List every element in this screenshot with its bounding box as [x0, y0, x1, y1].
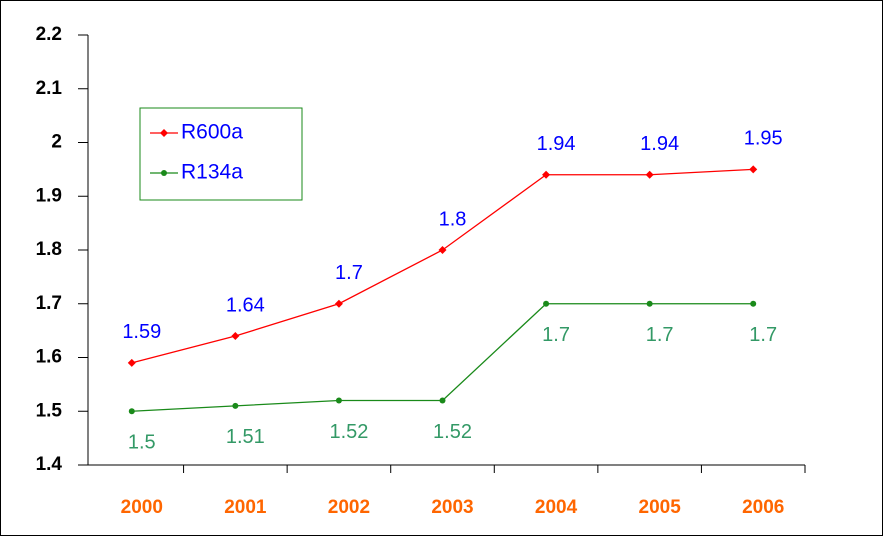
legend-label: R600a	[181, 121, 243, 144]
data-label: 1.94	[640, 133, 679, 155]
data-label: 1.5	[128, 432, 156, 454]
y-tick-label: 2.2	[36, 24, 62, 45]
x-tick-label: 2003	[431, 497, 473, 518]
marker	[543, 300, 550, 307]
data-label: 1.52	[433, 421, 472, 443]
data-label: 1.7	[749, 324, 777, 346]
y-tick-label: 1.9	[36, 185, 62, 206]
marker	[335, 397, 342, 404]
marker	[542, 170, 551, 179]
x-tick-label: 2001	[224, 497, 267, 518]
y-tick-label: 1.6	[36, 347, 62, 368]
data-label: 1.8	[439, 208, 467, 230]
y-tick-label: 1.7	[36, 293, 62, 314]
x-tick-label: 2000	[121, 497, 163, 518]
marker	[749, 165, 758, 174]
data-label: 1.59	[122, 321, 161, 343]
legend-label: R134a	[181, 161, 243, 184]
marker	[232, 402, 239, 409]
marker	[128, 408, 135, 415]
x-tick-label: 2002	[328, 497, 370, 518]
data-label: 1.52	[329, 421, 368, 443]
y-tick-label: 1.4	[36, 454, 63, 475]
legend-box	[139, 107, 303, 201]
data-label: 1.7	[646, 324, 674, 346]
y-tick-label: 2	[51, 132, 62, 153]
marker	[438, 246, 447, 254]
legend-marker	[160, 129, 168, 137]
data-label: 1.51	[226, 426, 265, 448]
legend-marker	[161, 170, 167, 176]
x-tick-label: 2006	[742, 497, 784, 518]
y-tick-label: 1.5	[36, 400, 63, 421]
marker	[646, 300, 653, 307]
y-tick-label: 2.1	[36, 78, 63, 99]
marker	[750, 300, 757, 307]
data-label: 1.7	[542, 324, 570, 346]
x-tick-label: 2005	[639, 497, 682, 518]
x-tick-label: 2004	[535, 497, 578, 518]
y-tick-label: 1.8	[36, 239, 62, 260]
marker	[439, 397, 446, 404]
marker	[127, 358, 136, 367]
data-label: 1.7	[335, 262, 363, 284]
marker	[645, 170, 654, 179]
marker	[334, 299, 343, 308]
data-label: 1.64	[226, 294, 265, 316]
marker	[231, 332, 240, 340]
data-label: 1.94	[537, 133, 576, 155]
data-label: 1.95	[744, 128, 783, 150]
